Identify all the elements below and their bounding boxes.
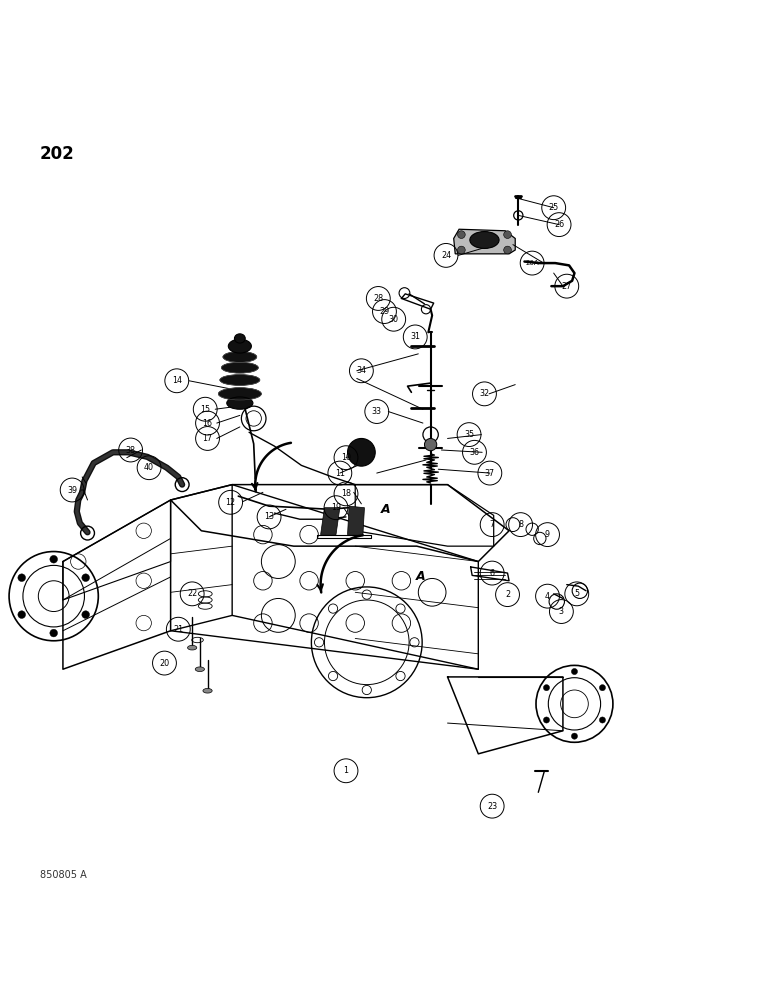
Text: 4: 4 [545,592,550,601]
Text: 10: 10 [341,453,351,462]
Text: 40: 40 [144,463,154,472]
Text: 7: 7 [489,520,495,529]
Circle shape [18,611,25,618]
Circle shape [503,231,511,238]
Text: 15: 15 [200,405,210,414]
Circle shape [82,611,90,618]
Text: 11: 11 [335,469,345,478]
Text: 33: 33 [372,407,382,416]
Circle shape [82,574,90,582]
Text: 26A: 26A [525,260,539,266]
Circle shape [543,685,550,691]
Circle shape [347,438,375,466]
Text: 39: 39 [67,486,77,495]
Circle shape [503,246,511,254]
Text: 37: 37 [485,469,495,478]
Text: 19: 19 [331,503,341,512]
Ellipse shape [223,352,257,362]
Circle shape [543,717,550,723]
Text: 31: 31 [410,332,420,341]
Text: 202: 202 [40,145,75,163]
Ellipse shape [235,334,245,343]
Ellipse shape [218,388,262,400]
Circle shape [571,668,577,675]
Ellipse shape [220,375,260,385]
Text: 2: 2 [505,590,510,599]
Text: 12: 12 [225,498,235,507]
Text: 1: 1 [344,766,348,775]
Text: 24: 24 [441,251,451,260]
Text: 6: 6 [489,569,495,578]
Text: 26: 26 [554,220,564,229]
Text: 17: 17 [202,434,212,443]
Polygon shape [347,506,364,535]
Text: 28: 28 [373,294,384,303]
Circle shape [425,438,437,451]
Circle shape [599,685,605,691]
Text: 850805 A: 850805 A [40,870,86,880]
Text: 35: 35 [464,430,474,439]
Circle shape [458,231,466,238]
Text: 25: 25 [549,203,559,212]
Ellipse shape [195,667,205,672]
Text: 23: 23 [487,802,497,811]
Text: 38: 38 [126,446,136,455]
Circle shape [571,733,577,739]
Text: 21: 21 [173,625,184,634]
Text: 22: 22 [187,589,198,598]
Text: 16: 16 [202,419,212,428]
Ellipse shape [188,645,197,650]
Ellipse shape [470,232,499,248]
Text: 18: 18 [341,489,351,498]
Text: 5: 5 [574,589,579,598]
Text: A: A [416,570,425,583]
Text: 36: 36 [469,448,479,457]
Text: 14: 14 [172,376,181,385]
Circle shape [50,555,58,563]
Circle shape [50,629,58,637]
Text: 20: 20 [159,659,170,668]
Text: 13: 13 [264,512,274,521]
Text: 3: 3 [559,607,564,616]
Circle shape [599,717,605,723]
Ellipse shape [203,688,212,693]
Text: A: A [381,503,391,516]
Ellipse shape [229,339,252,353]
Ellipse shape [222,362,259,373]
Text: 27: 27 [562,282,572,291]
Text: 32: 32 [479,389,489,398]
Circle shape [18,574,25,582]
Text: 9: 9 [545,530,550,539]
Text: 34: 34 [357,366,367,375]
Text: 8: 8 [518,520,523,529]
Ellipse shape [227,397,253,409]
Polygon shape [454,229,515,254]
Text: 29: 29 [379,307,390,316]
Text: 30: 30 [388,315,398,324]
Polygon shape [320,508,340,535]
Circle shape [458,246,466,254]
